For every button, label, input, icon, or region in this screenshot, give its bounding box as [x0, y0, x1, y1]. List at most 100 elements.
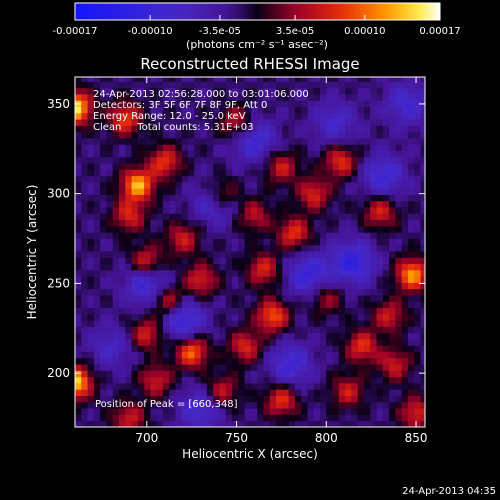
heatmap-cell [150, 414, 158, 422]
heatmap-cell [125, 150, 132, 158]
heatmap-cell [162, 106, 170, 114]
heatmap-cell [118, 207, 126, 214]
heatmap-cell [382, 357, 390, 365]
heatmap-cell [206, 119, 214, 126]
heatmap-cell [363, 87, 371, 95]
heatmap-cell [395, 207, 403, 214]
heatmap-cell [370, 150, 377, 158]
heatmap-cell [282, 119, 289, 126]
heatmap-cell [276, 232, 283, 239]
heatmap-cell [137, 169, 145, 177]
heatmap-cell [232, 182, 239, 189]
heatmap-cell [81, 200, 88, 208]
heatmap-cell [194, 175, 202, 183]
heatmap-cell [181, 131, 189, 139]
heatmap-cell [238, 269, 246, 277]
heatmap-cell [307, 376, 315, 384]
heatmap-cell [144, 112, 151, 120]
heatmap-cell [257, 219, 264, 227]
heatmap-cell [250, 376, 258, 384]
heatmap-cell [282, 401, 289, 409]
heatmap-cell [269, 182, 277, 189]
heatmap-cell [162, 401, 170, 409]
heatmap-cell [288, 376, 296, 384]
heatmap-cell [169, 370, 176, 378]
heatmap-cell [238, 307, 246, 315]
heatmap-cell [407, 376, 415, 384]
heatmap-cell [200, 414, 208, 422]
heatmap-cell [282, 125, 289, 133]
heatmap-cell [370, 200, 377, 208]
heatmap-cell [100, 194, 107, 202]
heatmap-cell [144, 225, 151, 233]
heatmap-cell [75, 313, 82, 321]
heatmap-cell [401, 131, 409, 139]
heatmap-cell [345, 351, 352, 359]
heatmap-cell [200, 225, 208, 233]
heatmap-cell [137, 313, 145, 321]
heatmap-cell [206, 112, 214, 120]
heatmap-cell [131, 345, 139, 353]
heatmap-cell [363, 175, 371, 183]
heatmap-cell [125, 401, 132, 409]
heatmap-cell [414, 238, 421, 246]
heatmap-cell [131, 100, 139, 108]
heatmap-cell [250, 244, 258, 252]
heatmap-cell [150, 244, 158, 252]
heatmap-cell [407, 389, 415, 396]
heatmap-cell [320, 357, 327, 365]
heatmap-cell [106, 295, 114, 302]
heatmap-cell [137, 364, 145, 371]
x-tick-label: 800 [315, 431, 338, 445]
heatmap-cell [326, 263, 333, 271]
heatmap-cell [162, 389, 170, 396]
heatmap-cell [370, 94, 377, 101]
heatmap-cell [282, 213, 289, 221]
heatmap-cell [382, 94, 390, 101]
heatmap-cell [232, 238, 239, 246]
heatmap-cell [137, 94, 145, 101]
heatmap-cell [294, 414, 302, 422]
heatmap-cell [169, 326, 176, 334]
heatmap-cell [351, 225, 359, 233]
heatmap-cell [389, 194, 396, 202]
heatmap-cell [282, 251, 289, 258]
heatmap-cell [137, 175, 145, 183]
heatmap-cell [81, 125, 88, 133]
heatmap-cell [156, 276, 164, 283]
heatmap-cell [401, 339, 409, 346]
heatmap-cell [420, 150, 425, 158]
heatmap-cell [112, 364, 120, 371]
heatmap-cell [332, 301, 340, 309]
heatmap-cell [112, 320, 120, 327]
heatmap-cell [93, 364, 101, 371]
heatmap-cell [181, 163, 189, 170]
heatmap-cell [75, 420, 82, 427]
heatmap-cell [156, 307, 164, 315]
heatmap-cell [200, 156, 208, 164]
heatmap-cell [382, 169, 390, 177]
heatmap-cell [294, 313, 302, 321]
heatmap-cell [345, 138, 352, 145]
heatmap-cell [125, 244, 132, 252]
heatmap-cell [162, 194, 170, 202]
heatmap-cell [326, 376, 333, 384]
heatmap-cell [414, 163, 421, 170]
heatmap-cell [162, 282, 170, 290]
heatmap-cell [144, 376, 151, 384]
heatmap-cell [244, 257, 252, 265]
heatmap-cell [363, 138, 371, 145]
heatmap-cell [200, 345, 208, 353]
heatmap-cell [144, 182, 151, 189]
heatmap-cell [200, 144, 208, 151]
heatmap-cell [332, 119, 340, 126]
heatmap-cell [81, 345, 88, 353]
heatmap-cell [219, 326, 227, 334]
heatmap-cell [112, 276, 120, 283]
heatmap-cell [276, 87, 283, 95]
heatmap-cell [100, 251, 107, 258]
heatmap-cell [332, 219, 340, 227]
heatmap-cell [269, 100, 277, 108]
heatmap-cell [81, 251, 88, 258]
heatmap-cell [389, 77, 396, 82]
